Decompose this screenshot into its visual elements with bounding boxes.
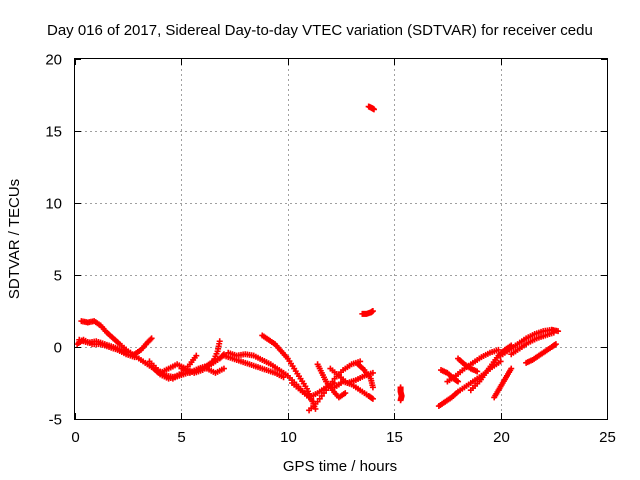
y-tick-label: 5 [54,268,62,285]
x-tick-label: 15 [386,429,403,446]
y-tick-label: 20 [45,52,62,69]
data-point [148,335,155,342]
plot-frame [74,58,608,420]
x-tick-label: 20 [493,429,510,446]
data-point [369,395,376,402]
data-point [555,328,562,335]
data-point [193,352,200,359]
x-tick-label: 25 [599,429,616,446]
data-point [147,336,154,343]
x-tick-label: 5 [177,429,185,446]
data-point [369,308,376,314]
y-axis-label: SDTVAR / TECUs [6,179,23,299]
y-tick-label: 10 [45,196,62,213]
data-point [397,397,404,404]
data-point [552,341,559,348]
data-point [508,365,515,372]
data-point [369,384,376,391]
y-tick-label: 15 [45,124,62,141]
x-axis-label: GPS time / hours [283,458,397,475]
y-tick-label: 0 [54,340,62,357]
data-point [495,346,502,353]
data-point [220,365,227,372]
x-tick-label: 0 [71,429,79,446]
data-point [127,349,134,356]
data-point [216,338,223,345]
data-point [497,358,504,365]
data-point [550,329,557,336]
x-tick-label: 10 [280,429,297,446]
data-point [370,106,377,113]
data-point [369,369,376,376]
grid [75,59,607,419]
data-point [455,378,462,385]
data-point [474,368,481,375]
chart-title: Day 016 of 2017, Sidereal Day-to-day VTE… [47,22,593,39]
data-points [74,103,562,414]
data-point [342,390,349,397]
y-tick-label: -5 [49,412,62,429]
axes: 0 5 10 15 20 25 -5 0 5 10 15 20 [45,52,616,447]
